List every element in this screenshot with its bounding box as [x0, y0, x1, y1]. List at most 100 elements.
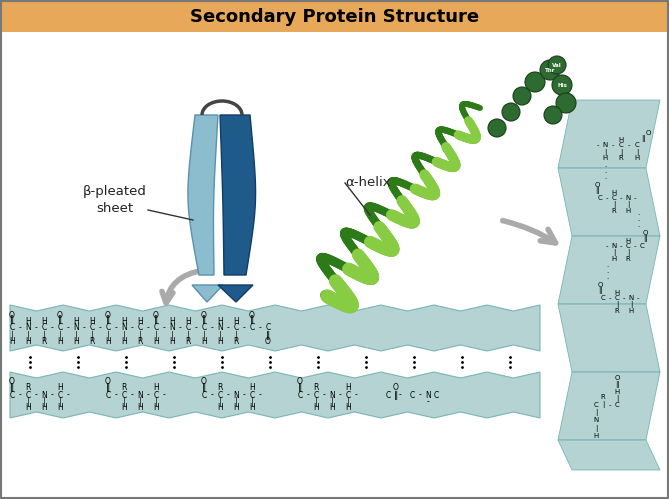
Text: N: N: [137, 391, 143, 400]
Polygon shape: [558, 236, 660, 304]
Text: -: -: [51, 391, 54, 400]
Text: C: C: [593, 402, 598, 408]
Text: H: H: [626, 208, 631, 214]
Text: -: -: [399, 391, 401, 400]
Text: O: O: [393, 384, 399, 393]
Text: ‖: ‖: [10, 315, 14, 324]
Text: -: -: [67, 323, 70, 332]
Text: |: |: [138, 330, 141, 339]
Text: H: H: [41, 316, 47, 325]
Text: N: N: [593, 417, 599, 423]
Text: O: O: [614, 375, 619, 381]
Polygon shape: [558, 304, 660, 372]
Text: C: C: [345, 391, 351, 400]
Text: C: C: [90, 323, 94, 332]
Circle shape: [540, 60, 560, 80]
Text: H: H: [137, 404, 143, 413]
Text: |: |: [613, 202, 615, 209]
Text: H: H: [626, 238, 631, 244]
Text: O: O: [9, 378, 15, 387]
Text: O: O: [265, 336, 271, 345]
Text: -: -: [637, 295, 640, 301]
Text: C: C: [434, 391, 439, 400]
Text: -: -: [628, 142, 630, 148]
Text: N: N: [41, 391, 47, 400]
Text: |: |: [636, 149, 638, 156]
Text: R: R: [233, 336, 239, 345]
Text: H: H: [137, 316, 143, 325]
Text: -: -: [597, 142, 599, 148]
Text: -: -: [179, 323, 181, 332]
Text: β-pleated
sheet: β-pleated sheet: [83, 185, 147, 216]
Text: -: -: [355, 391, 357, 400]
Text: O: O: [201, 378, 207, 387]
Polygon shape: [10, 372, 540, 418]
Text: -: -: [163, 391, 165, 400]
Text: H: H: [121, 316, 127, 325]
Text: -: -: [605, 243, 608, 249]
Text: R: R: [41, 336, 47, 345]
Text: H: H: [313, 404, 319, 413]
Text: ‖: ‖: [598, 287, 601, 294]
Text: -: -: [609, 295, 611, 301]
Text: H: H: [153, 336, 159, 345]
Text: -: -: [211, 323, 213, 332]
Text: H: H: [233, 316, 239, 325]
Text: C: C: [201, 391, 207, 400]
Text: H: H: [89, 316, 95, 325]
Text: -: -: [114, 323, 117, 332]
Text: ‖: ‖: [298, 383, 302, 392]
Text: H: H: [611, 190, 617, 196]
Text: -: -: [611, 142, 614, 148]
Text: R: R: [626, 256, 630, 262]
Text: O: O: [249, 310, 255, 319]
Text: C: C: [635, 142, 640, 148]
Text: -: -: [634, 243, 636, 249]
Text: |: |: [615, 395, 618, 402]
Text: C: C: [106, 391, 110, 400]
Text: C: C: [615, 402, 619, 408]
Text: |: |: [615, 301, 618, 308]
Text: |: |: [91, 330, 93, 339]
Text: H: H: [121, 404, 127, 413]
Text: C: C: [137, 323, 142, 332]
Text: ‖: ‖: [394, 391, 398, 400]
Text: C: C: [250, 391, 255, 400]
Text: |: |: [155, 398, 157, 407]
Text: C: C: [41, 323, 47, 332]
Text: -: -: [19, 391, 21, 400]
Text: ‖: ‖: [202, 383, 206, 392]
Text: -: -: [147, 391, 149, 400]
Text: -: -: [98, 323, 102, 332]
Text: |: |: [235, 330, 237, 339]
Polygon shape: [558, 372, 660, 440]
Text: C: C: [615, 295, 619, 301]
Text: H: H: [73, 336, 79, 345]
Text: -: -: [211, 391, 213, 400]
Text: C: C: [201, 323, 207, 332]
Text: |: |: [187, 330, 189, 339]
Circle shape: [544, 106, 562, 124]
Text: |: |: [43, 330, 45, 339]
Text: |: |: [604, 149, 606, 156]
Text: H: H: [628, 308, 634, 314]
Text: ·: ·: [606, 276, 608, 282]
Text: |: |: [11, 330, 13, 339]
Text: C: C: [106, 323, 110, 332]
Text: ·: ·: [606, 270, 608, 276]
Text: ‖: ‖: [106, 315, 110, 324]
Text: N: N: [329, 391, 335, 400]
Text: H: H: [233, 404, 239, 413]
Text: N: N: [611, 243, 617, 249]
Text: C: C: [250, 323, 255, 332]
Text: -: -: [195, 323, 197, 332]
Text: R: R: [619, 155, 624, 161]
Text: C: C: [597, 195, 602, 201]
Text: ‖: ‖: [644, 236, 647, 243]
Text: |: |: [203, 330, 205, 339]
Text: N: N: [233, 391, 239, 400]
Text: C: C: [121, 391, 126, 400]
Text: N: N: [425, 391, 431, 400]
Text: O: O: [9, 310, 15, 319]
Text: H: H: [618, 137, 624, 143]
